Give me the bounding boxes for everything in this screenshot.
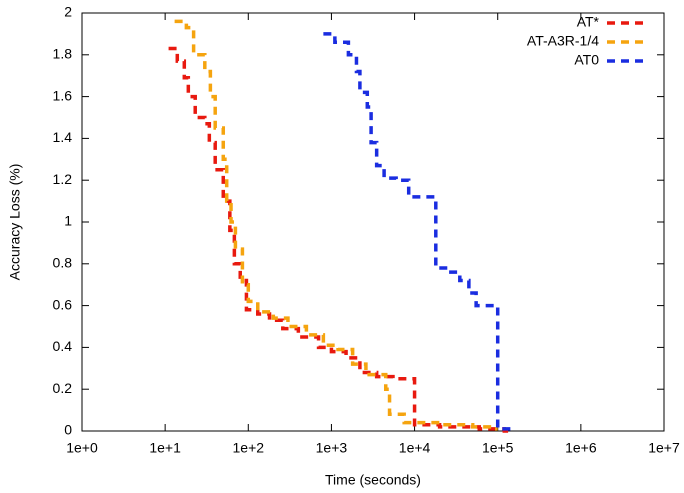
y-tick-label: 1.8: [53, 46, 73, 62]
y-tick-label: 1.4: [53, 129, 73, 145]
series-line: [174, 19, 498, 431]
legend-label: AT*: [577, 14, 600, 30]
y-tick-label: 0: [64, 422, 72, 438]
x-tick-label: 1e+2: [233, 440, 265, 456]
y-tick-label: 0.2: [53, 380, 73, 396]
y-tick-label: 1.6: [53, 87, 73, 103]
x-tick-label: 1e+0: [66, 440, 98, 456]
y-tick-label: 0.6: [53, 296, 73, 312]
y-tick-label: 0.8: [53, 255, 73, 271]
x-axis-label: Time (seconds): [325, 472, 421, 488]
y-tick-label: 2: [64, 4, 72, 20]
y-tick-label: 1: [64, 213, 72, 229]
x-tick-label: 1e+3: [316, 440, 348, 456]
legend-label: AT-A3R-1/4: [527, 33, 599, 49]
x-tick-label: 1e+6: [565, 440, 597, 456]
series-line: [168, 46, 513, 433]
x-tick-label: 1e+1: [149, 440, 181, 456]
x-tick-label: 1e+4: [399, 440, 431, 456]
plot-frame: [81, 12, 665, 432]
y-tick-label: 1.2: [53, 171, 73, 187]
y-axis-label: Accuracy Loss (%): [7, 164, 23, 281]
legend-label: AT0: [574, 52, 599, 68]
x-tick-label: 1e+5: [482, 440, 514, 456]
x-tick-label: 1e+7: [648, 440, 680, 456]
series-line: [323, 32, 515, 431]
y-tick-label: 0.4: [53, 338, 73, 354]
